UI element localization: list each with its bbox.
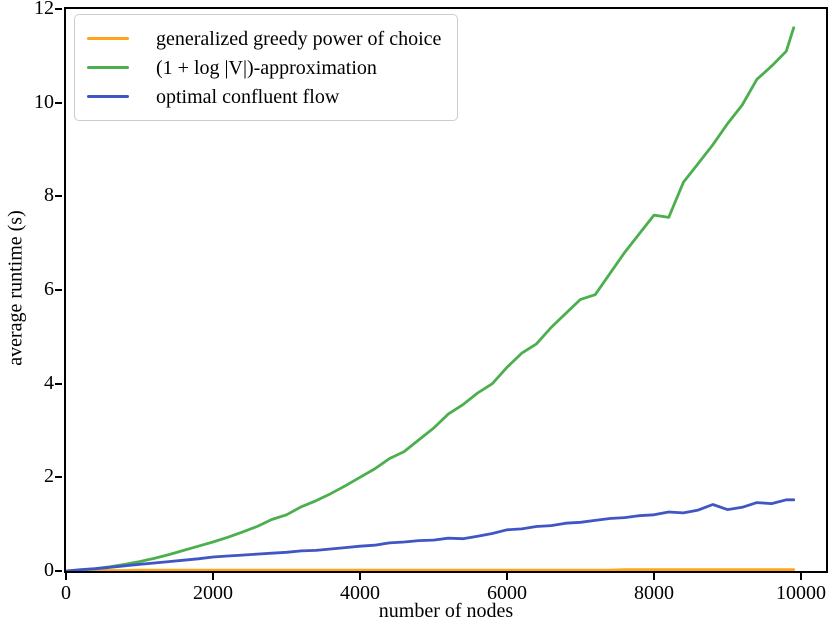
x-tick-label: 0: [61, 582, 71, 604]
x-tick-label: 8000: [634, 582, 674, 604]
legend-label: generalized greedy power of choice: [156, 27, 442, 50]
x-tick-label: 4000: [340, 582, 380, 604]
x-axis-label: number of nodes: [378, 600, 514, 622]
x-tick-label: 6000: [487, 582, 527, 604]
y-tick-label: 4: [44, 371, 54, 394]
x-tick-mark: [506, 573, 508, 580]
y-tick-label: 10: [34, 90, 54, 113]
y-tick-label: 12: [34, 0, 54, 19]
chart-canvas: [66, 26, 796, 571]
series-line-optimal-confluent-flow: [66, 498, 796, 571]
y-tick-label: 8: [44, 184, 54, 207]
legend-label: optimal confluent flow: [156, 85, 340, 108]
series-line-generalized-greedy-power-of-choice: [66, 568, 796, 571]
y-tick-label: 6: [44, 278, 54, 300]
x-tick-mark: [800, 573, 802, 580]
y-tick-mark: [55, 8, 62, 10]
series-line-1-log-v-approximation: [66, 26, 796, 571]
x-tick-mark: [65, 573, 67, 580]
legend-entry-greedy-power-of-choice: generalized greedy power of choice: [87, 24, 441, 53]
x-tick-mark: [653, 573, 655, 580]
y-axis-label: average runtime (s): [4, 210, 27, 366]
y-tick-mark: [55, 476, 62, 479]
legend-entry-log-approximation: (1 + log |V|)-approximation: [87, 53, 441, 82]
legend-line-swatch-blue: [87, 95, 129, 98]
legend: generalized greedy power of choice (1 + …: [74, 14, 459, 121]
x-tick-mark: [212, 573, 214, 580]
y-tick-mark: [55, 101, 62, 104]
legend-entry-optimal-confluent-flow: optimal confluent flow: [87, 82, 441, 111]
y-tick-mark: [55, 382, 62, 385]
y-tick-label: 2: [44, 465, 54, 488]
y-tick-label: 0: [44, 559, 54, 581]
x-tick-mark: [359, 573, 361, 580]
y-tick-mark: [55, 289, 62, 291]
y-tick-mark: [55, 195, 62, 198]
x-tick-label: 10000: [776, 582, 826, 604]
x-tick-label: 2000: [193, 582, 233, 604]
legend-line-swatch-green: [87, 66, 129, 69]
legend-label: (1 + log |V|)-approximation: [156, 56, 377, 79]
plot-area: generalized greedy power of choice (1 + …: [64, 7, 828, 573]
legend-line-swatch-orange: [87, 37, 129, 40]
y-tick-mark: [55, 570, 62, 572]
